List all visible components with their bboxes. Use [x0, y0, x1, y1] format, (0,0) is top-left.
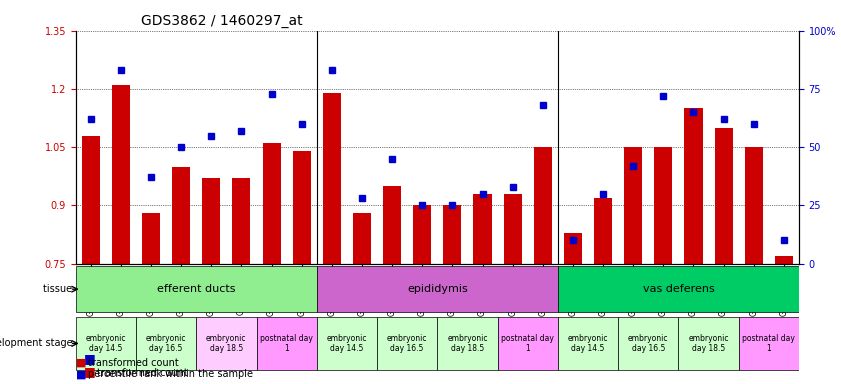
Bar [504, 194, 521, 264]
Text: embryonic
day 18.5: embryonic day 18.5 [206, 334, 246, 353]
Text: ■: ■ [84, 352, 96, 365]
FancyBboxPatch shape [498, 316, 558, 370]
Bar [775, 256, 793, 264]
Bar [744, 147, 763, 264]
FancyBboxPatch shape [377, 316, 437, 370]
FancyBboxPatch shape [317, 266, 558, 312]
Text: embryonic
day 16.5: embryonic day 16.5 [145, 334, 187, 353]
Bar [142, 213, 160, 264]
Bar [323, 93, 341, 264]
Bar [383, 186, 401, 264]
Text: epididymis: epididymis [407, 284, 468, 294]
Text: development stage: development stage [0, 338, 76, 348]
Bar [685, 108, 702, 264]
Bar [654, 147, 673, 264]
Text: embryonic
day 14.5: embryonic day 14.5 [568, 334, 608, 353]
FancyBboxPatch shape [558, 316, 618, 370]
Text: embryonic
day 16.5: embryonic day 16.5 [387, 334, 427, 353]
Bar [413, 205, 431, 264]
Text: postnatal day
1: postnatal day 1 [501, 334, 554, 353]
Text: embryonic
day 14.5: embryonic day 14.5 [326, 334, 368, 353]
Text: embryonic
day 18.5: embryonic day 18.5 [447, 334, 488, 353]
Text: tissue: tissue [44, 284, 76, 294]
FancyBboxPatch shape [136, 316, 196, 370]
Bar [112, 85, 130, 264]
Bar [232, 178, 251, 264]
FancyBboxPatch shape [558, 266, 799, 312]
Bar [293, 151, 311, 264]
Bar [202, 178, 220, 264]
Text: ■: ■ [76, 358, 86, 368]
Text: ■: ■ [76, 369, 86, 379]
Bar [353, 213, 371, 264]
Text: embryonic
day 18.5: embryonic day 18.5 [688, 334, 729, 353]
Bar [624, 147, 643, 264]
Bar [262, 143, 281, 264]
FancyBboxPatch shape [76, 266, 317, 312]
Bar [473, 194, 491, 264]
FancyBboxPatch shape [76, 316, 136, 370]
Bar [443, 205, 462, 264]
Text: efferent ducts: efferent ducts [157, 284, 235, 294]
Text: vas deferens: vas deferens [643, 284, 714, 294]
Text: transformed count: transformed count [88, 358, 179, 368]
Bar [82, 136, 100, 264]
FancyBboxPatch shape [437, 316, 498, 370]
Text: GDS3862 / 1460297_at: GDS3862 / 1460297_at [140, 14, 303, 28]
Bar [563, 233, 582, 264]
Text: embryonic
day 14.5: embryonic day 14.5 [86, 334, 126, 353]
Bar [715, 128, 733, 264]
Bar [172, 167, 190, 264]
Text: postnatal day
1: postnatal day 1 [743, 334, 796, 353]
Bar [594, 198, 612, 264]
FancyBboxPatch shape [196, 316, 257, 370]
Text: embryonic
day 16.5: embryonic day 16.5 [628, 334, 669, 353]
Text: percentile rank within the sample: percentile rank within the sample [88, 369, 253, 379]
Bar [534, 147, 552, 264]
FancyBboxPatch shape [618, 316, 679, 370]
Text: postnatal day
1: postnatal day 1 [260, 334, 313, 353]
Text: ■: ■ [84, 365, 96, 378]
FancyBboxPatch shape [738, 316, 799, 370]
FancyBboxPatch shape [257, 316, 317, 370]
Text: transformed count: transformed count [97, 368, 188, 378]
FancyBboxPatch shape [679, 316, 738, 370]
FancyBboxPatch shape [317, 316, 377, 370]
